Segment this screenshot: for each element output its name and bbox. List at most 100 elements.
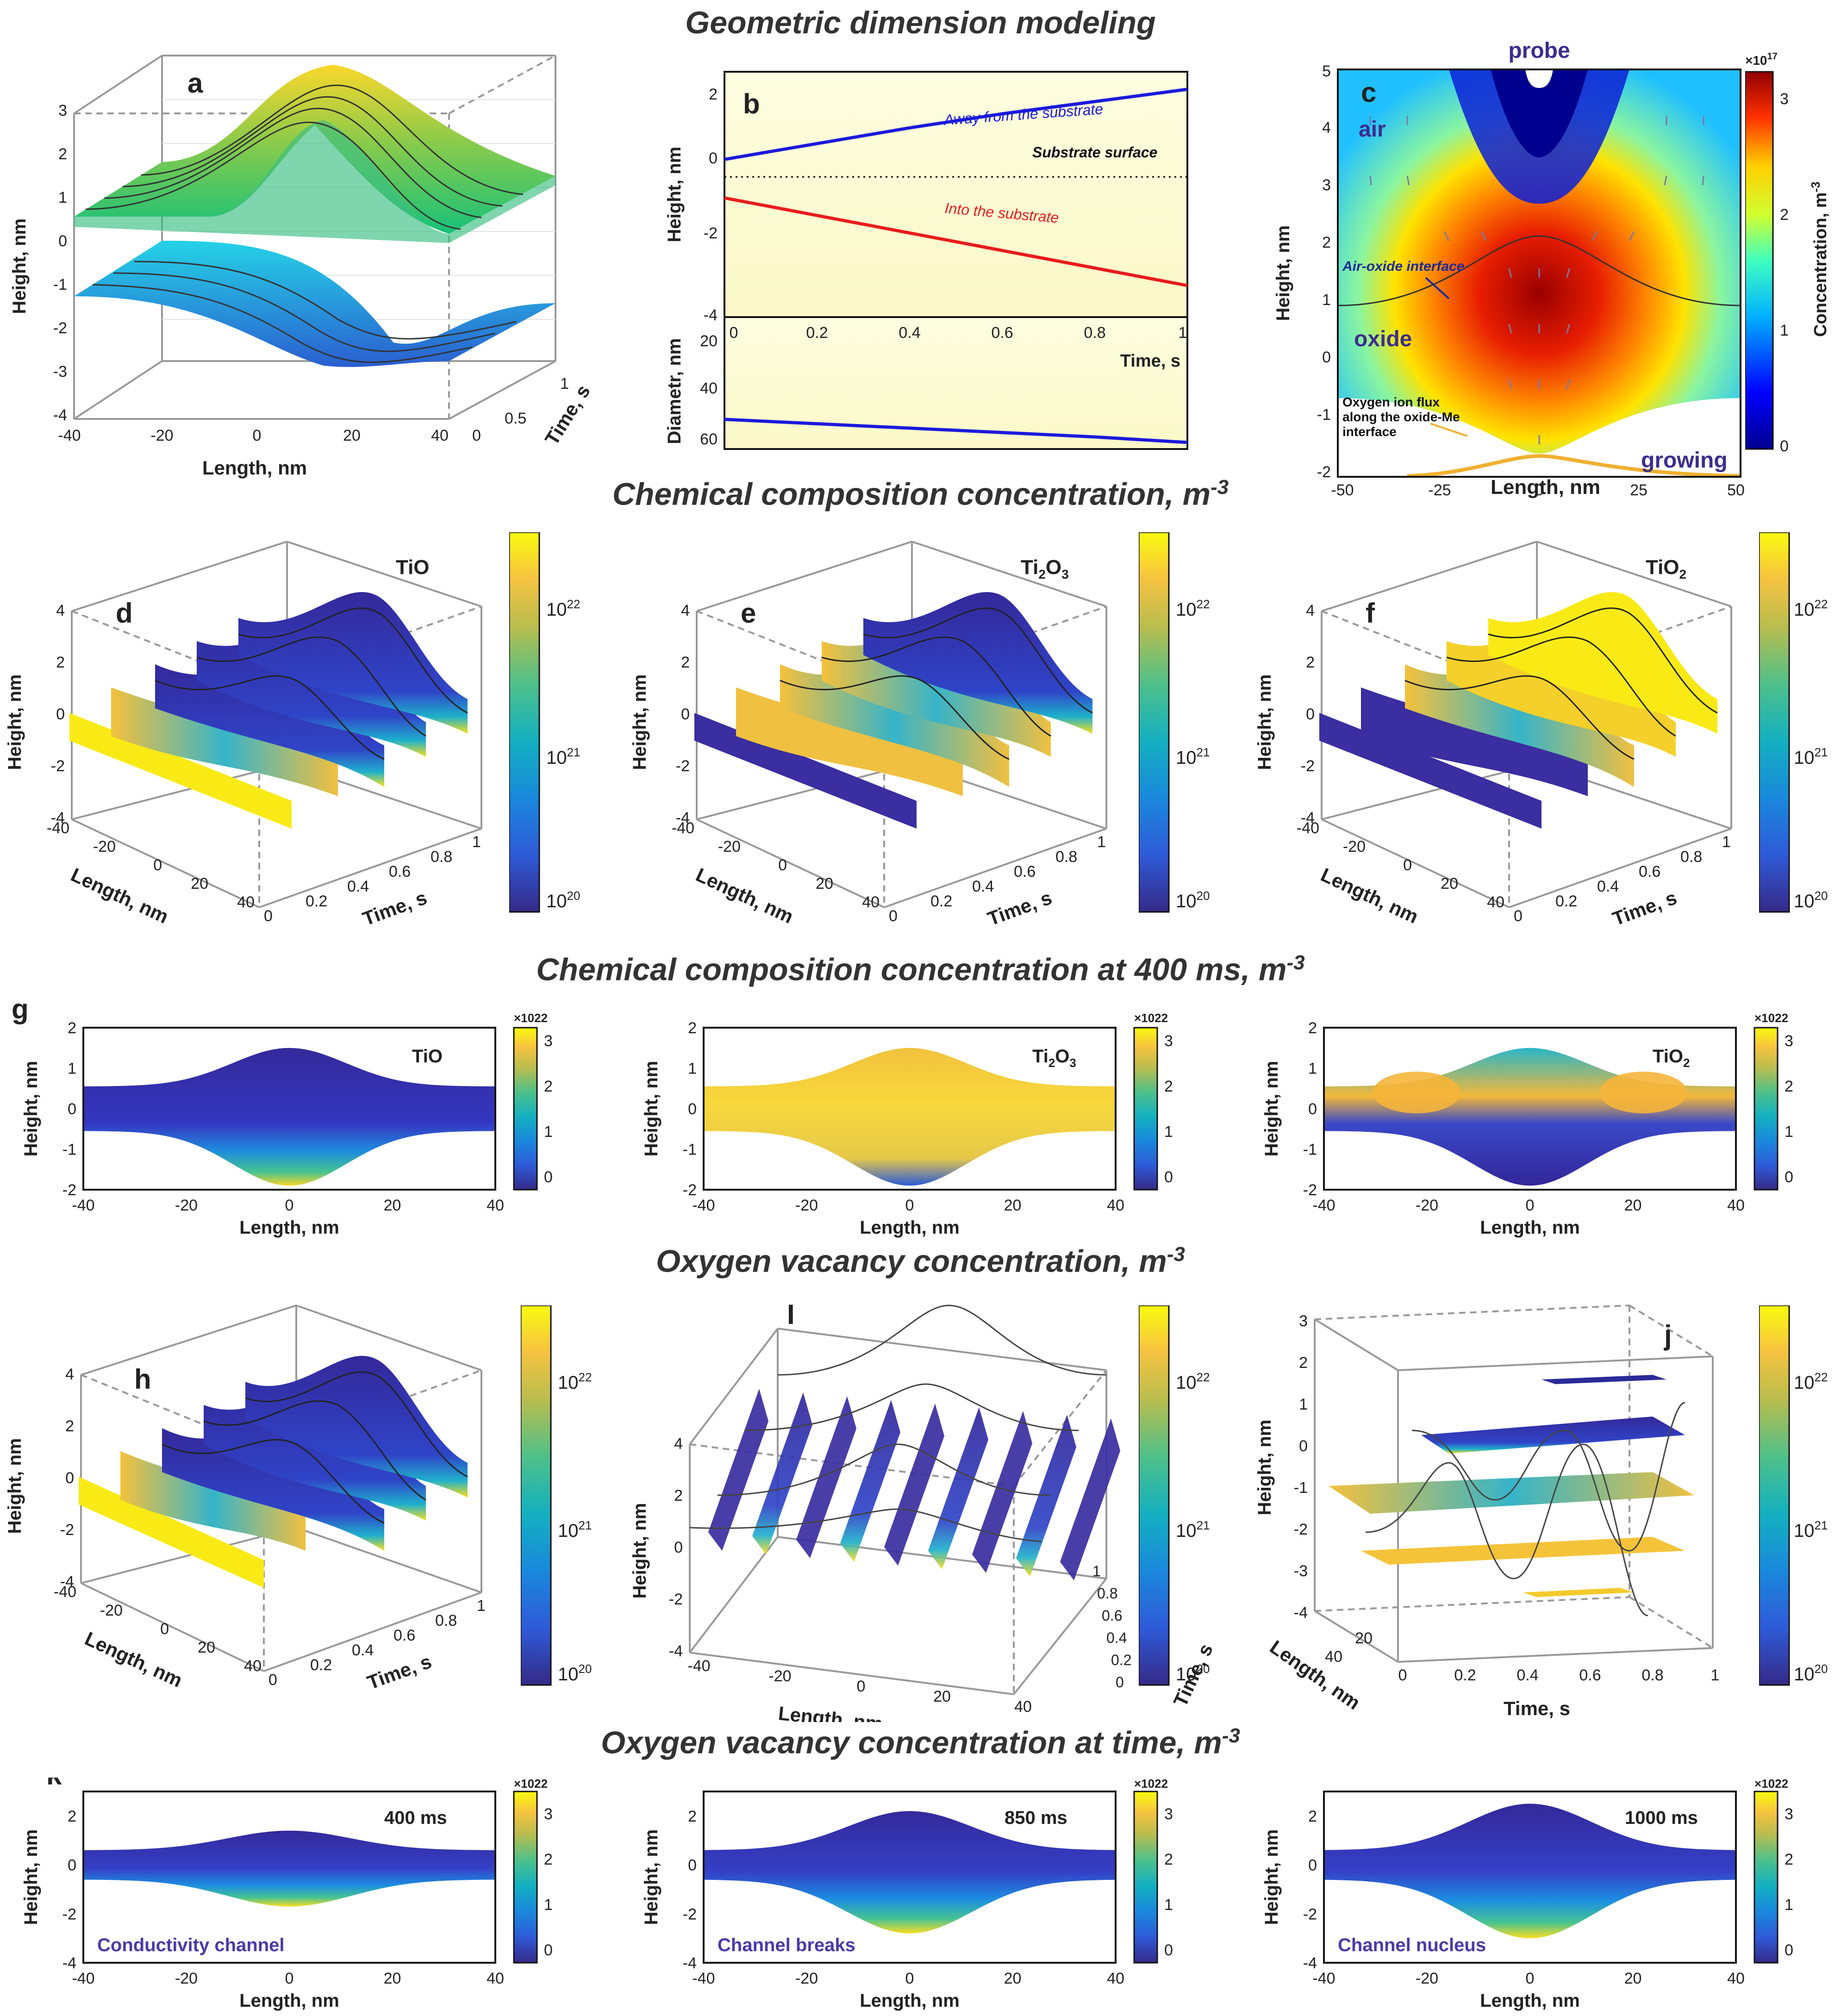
series-line-0 <box>724 87 1188 161</box>
panel-a-upper-lines <box>85 84 524 230</box>
cb-tick: 1021 <box>546 745 580 768</box>
slice-1 <box>69 713 292 829</box>
colorbar-tick: 1 <box>1785 1896 1793 1914</box>
x-tick: 50 <box>1727 481 1745 499</box>
cb-tick: 1021 <box>1176 1518 1210 1541</box>
cb-tick: 1021 <box>1794 745 1828 768</box>
x-tick: -20 <box>93 838 116 855</box>
y-tick: -2 <box>1317 463 1331 481</box>
x-tick: 0 <box>778 856 787 874</box>
y-tick: 1 <box>68 1060 76 1078</box>
colorbar-d: 1022 1021 1020 <box>509 532 580 913</box>
section-title-vacancy: Oxygen vacancy concentration, m-3 <box>656 1243 1185 1279</box>
panel-c-label: c <box>1361 77 1376 108</box>
x-tick: -20 <box>175 1197 198 1214</box>
z-tick: 2 <box>674 1487 683 1504</box>
x-tick: 0 <box>1535 481 1544 499</box>
plot-frame <box>1323 1791 1737 1964</box>
cb-tick: 1022 <box>546 597 580 620</box>
y-axis-label: Height, nm <box>21 1829 41 1925</box>
x-tick: -20 <box>175 1970 198 1987</box>
y-tick: 1 <box>472 833 481 851</box>
panel-c-xlabel: Length, nm <box>1491 476 1601 499</box>
panel-b-bottom-plot <box>724 316 1188 450</box>
x-tick: 40 <box>237 893 255 911</box>
cb-tick: 1020 <box>558 1662 592 1685</box>
time-label: 400 ms <box>384 1808 447 1828</box>
panel-a-upper-surface <box>74 65 555 234</box>
y-tick: -4 <box>704 306 718 324</box>
slice-5 <box>1488 592 1717 734</box>
colorbar-tick: 0 <box>1164 1168 1173 1186</box>
x-axis-label: Length, nm <box>860 1991 960 2011</box>
x-axis-label: Length, nm <box>860 1217 960 1238</box>
annotation-growing: growing <box>1641 448 1728 473</box>
z-tick: 3 <box>1299 1312 1308 1330</box>
z-axis-label: Height, nm <box>630 674 650 770</box>
x-tick: -20 <box>150 427 173 444</box>
y-tick: 0 <box>1308 1100 1317 1118</box>
y-tick: 0 <box>709 150 718 167</box>
heatmap-band <box>704 1811 1116 1934</box>
colorbar <box>1133 1791 1158 1964</box>
colorbar-j: 1022 1021 1020 <box>1759 1305 1828 1686</box>
colorbar <box>513 1027 538 1191</box>
panel-c-heatmap: c probe air Air-oxide interface oxide Ox… <box>1273 38 1745 499</box>
annotation-flux-1: Oxygen ion flux <box>1342 395 1440 409</box>
cb-tick: 1020 <box>546 889 580 911</box>
x-tick: -20 <box>1343 838 1366 855</box>
annotation-oxide: oxide <box>1354 327 1412 351</box>
panel-h-label: h <box>134 1364 151 1395</box>
x-tick: -40 <box>1297 819 1319 837</box>
z-tick: -2 <box>1301 757 1315 775</box>
y-tick: -2 <box>62 1181 76 1199</box>
colorbar-tick: 3 <box>544 1032 553 1050</box>
panel-b-top-ylabel: Height, nm <box>664 147 685 243</box>
x-tick: 0.8 <box>1084 324 1105 342</box>
colorbar-e: 1022 1021 1020 <box>1139 532 1210 913</box>
y-tick: -1 <box>1303 1141 1317 1159</box>
y-tick: 0.5 <box>505 410 526 427</box>
x-tick: 40 <box>487 1970 504 1987</box>
panel-f-3d: f TiO2 <box>1319 541 1732 908</box>
y-tick: 2 <box>68 1808 76 1825</box>
z-tick: -2 <box>1294 1521 1308 1538</box>
z-axis-label: Height, nm <box>5 1438 25 1534</box>
y-tick: 0.8 <box>431 848 452 866</box>
x-tick: 0 <box>1526 1970 1535 1987</box>
x-tick: -40 <box>54 1583 76 1601</box>
x-tick: 0 <box>730 324 738 342</box>
y-axis-label: Time, s <box>1610 886 1679 930</box>
z-tick: 2 <box>1306 654 1315 671</box>
x-tick: 0 <box>285 1197 294 1214</box>
x-tick: 40 <box>431 427 449 444</box>
panel-e-species: Ti2O3 <box>1021 556 1069 581</box>
z-tick: -2 <box>669 1591 683 1608</box>
colorbar-c-multiplier: ×1017 <box>1745 51 1778 68</box>
x-tick: -50 <box>1331 481 1354 499</box>
y-tick: 0 <box>688 1857 697 1874</box>
species-label: TiO2 <box>1653 1046 1690 1070</box>
panel-c-ylabel: Height, nm <box>1273 225 1293 321</box>
x-tick: -40 <box>58 427 81 444</box>
y-axis-label: Time, s <box>360 886 430 930</box>
panel-a-3d-surface: a 3 2 1 0 -1 -2 -3 -4 Height, nm -40 -20… <box>9 55 594 479</box>
y-tick: -2 <box>683 1905 697 1923</box>
panel-a-zlabel: Height, nm <box>9 218 30 314</box>
z-tick: 0 <box>1306 705 1315 723</box>
panel-j-label: j <box>1664 1320 1672 1351</box>
annotation-interface: Air-oxide interface <box>1342 259 1464 274</box>
z-tick: 0 <box>1299 1437 1308 1455</box>
colorbar-tick: 0 <box>1164 1941 1173 1959</box>
z-tick: 0 <box>56 705 65 723</box>
z-tick: 1 <box>1299 1396 1308 1413</box>
y-tick: 0.4 <box>1597 878 1619 895</box>
section-title-composition-400ms: Chemical composition concentration at 40… <box>536 951 1305 987</box>
x-tick: -25 <box>1428 481 1451 499</box>
slice <box>796 1396 856 1558</box>
y-tick: 0 <box>264 907 273 925</box>
z-tick: -2 <box>676 757 690 775</box>
cb-tick: 1021 <box>1794 1518 1828 1541</box>
y-tick: 0.6 <box>1102 1607 1122 1624</box>
